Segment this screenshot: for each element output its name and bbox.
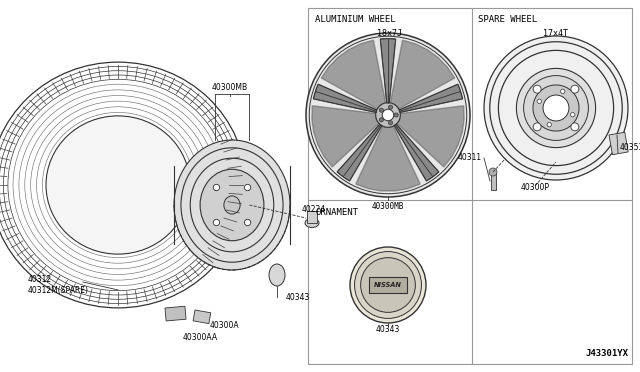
- Text: 40312
40312M(SPARE): 40312 40312M(SPARE): [28, 275, 89, 295]
- Polygon shape: [394, 124, 439, 181]
- Polygon shape: [356, 126, 420, 191]
- Polygon shape: [397, 106, 464, 167]
- Bar: [307, 211, 317, 223]
- Ellipse shape: [200, 169, 264, 241]
- Polygon shape: [314, 84, 377, 112]
- Bar: [308, 8, 632, 364]
- Bar: [165, 306, 186, 321]
- Polygon shape: [399, 84, 463, 112]
- Circle shape: [382, 109, 394, 121]
- Polygon shape: [337, 124, 382, 181]
- Polygon shape: [394, 124, 439, 181]
- Text: J43301YX: J43301YX: [585, 349, 628, 358]
- Ellipse shape: [174, 140, 290, 270]
- Ellipse shape: [269, 264, 285, 286]
- Text: 40353: 40353: [620, 144, 640, 153]
- Polygon shape: [314, 84, 377, 112]
- Circle shape: [380, 108, 383, 112]
- Circle shape: [376, 103, 400, 127]
- Circle shape: [380, 118, 383, 122]
- Circle shape: [524, 76, 588, 140]
- Circle shape: [533, 123, 541, 131]
- Circle shape: [516, 68, 596, 148]
- Circle shape: [547, 122, 552, 127]
- Circle shape: [533, 85, 541, 93]
- Circle shape: [361, 258, 415, 312]
- Circle shape: [213, 219, 220, 226]
- Polygon shape: [390, 40, 454, 109]
- Text: ALUMINIUM WHEEL: ALUMINIUM WHEEL: [315, 15, 396, 24]
- Circle shape: [571, 85, 579, 93]
- Circle shape: [561, 89, 565, 93]
- Polygon shape: [337, 124, 382, 181]
- Circle shape: [571, 123, 579, 131]
- Bar: [609, 132, 628, 155]
- Text: NISSAN: NISSAN: [374, 282, 402, 288]
- Bar: [193, 310, 211, 324]
- Text: ORNAMENT: ORNAMENT: [315, 208, 358, 217]
- Text: 40224: 40224: [302, 205, 326, 215]
- Text: 40300MB: 40300MB: [212, 83, 248, 93]
- Polygon shape: [321, 40, 386, 109]
- Circle shape: [355, 251, 422, 318]
- Circle shape: [537, 99, 541, 103]
- Text: 40343: 40343: [376, 326, 400, 334]
- Circle shape: [388, 105, 392, 109]
- Circle shape: [213, 185, 220, 191]
- Text: 17x4T: 17x4T: [543, 29, 568, 38]
- Bar: [369, 277, 407, 293]
- Circle shape: [244, 185, 251, 191]
- Polygon shape: [312, 106, 379, 167]
- Circle shape: [306, 33, 470, 197]
- Text: SPARE WHEEL: SPARE WHEEL: [478, 15, 537, 24]
- Circle shape: [543, 95, 569, 121]
- Polygon shape: [399, 84, 463, 112]
- Circle shape: [388, 121, 392, 125]
- Text: 40300P: 40300P: [520, 183, 550, 192]
- Polygon shape: [380, 39, 396, 103]
- Polygon shape: [380, 39, 396, 103]
- Circle shape: [484, 36, 628, 180]
- Text: 40300A: 40300A: [210, 321, 239, 330]
- Text: 40300AA: 40300AA: [183, 334, 218, 343]
- Text: 40311: 40311: [458, 154, 482, 163]
- Circle shape: [394, 113, 398, 117]
- Text: 18x7J: 18x7J: [378, 29, 403, 38]
- Circle shape: [350, 247, 426, 323]
- Ellipse shape: [46, 116, 190, 254]
- Ellipse shape: [305, 218, 319, 228]
- Text: 40300MB: 40300MB: [372, 202, 404, 211]
- Ellipse shape: [224, 196, 240, 214]
- Text: 40343: 40343: [286, 294, 310, 302]
- Circle shape: [570, 113, 575, 117]
- Circle shape: [244, 219, 251, 226]
- Circle shape: [533, 85, 579, 131]
- Bar: [491, 172, 496, 190]
- Circle shape: [489, 168, 497, 176]
